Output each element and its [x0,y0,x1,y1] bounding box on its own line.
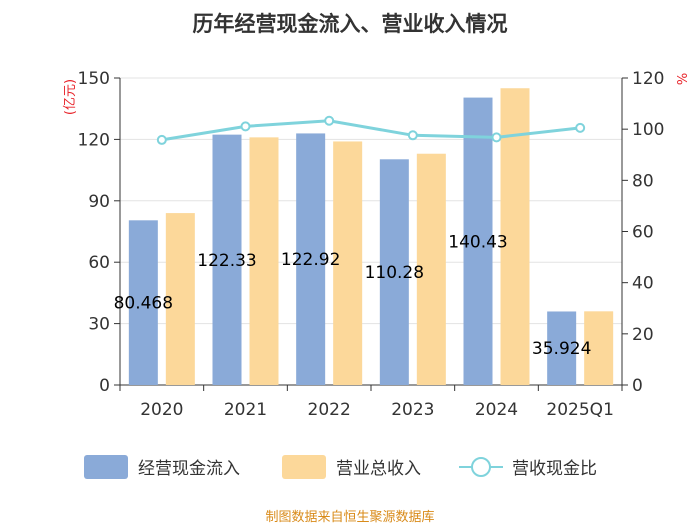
bar-cash-inflow [547,311,577,385]
axes: 0 30 60 90 120 150 0 20 40 60 80 100 120 2020 2021 2022… [78,69,665,420]
right-tick-label: 0 [632,376,643,396]
legend-label-cash-inflow: 经营现金流入 [138,459,240,479]
data-label-cash-inflow: 80.468 [114,294,173,314]
ratio-point [240,121,251,132]
legend-swatch-revenue [282,455,326,479]
right-tick-label: 100 [632,120,664,140]
x-tick-label: 2021 [224,400,267,420]
ratio-point [156,134,167,145]
right-tick-label: 120 [632,69,664,89]
chart-title: 历年经营现金流入、营业收入情况 [193,12,508,36]
bars [128,88,614,385]
ratio-line-path [161,119,581,142]
ratio-line [156,115,586,145]
bar-revenue [333,141,363,385]
data-label-cash-inflow: 122.33 [197,251,256,271]
right-axis-unit: % [676,73,691,85]
left-tick-label: 0 [99,376,110,396]
legend-label-ratio: 营收现金比 [512,459,597,479]
bar-cash-inflow [128,220,158,385]
left-tick-label: 90 [88,192,110,212]
bar-revenue [165,213,195,385]
left-tick-label: 150 [78,69,110,89]
left-tick-label: 60 [88,253,110,273]
legend-swatch-cash-inflow [84,455,128,479]
left-axis-unit: (亿元) [63,79,78,115]
source-note: 制图数据来自恒生聚源数据库 [265,509,434,525]
ratio-point [324,115,335,126]
bar-revenue [249,137,279,385]
ratio-point [491,132,502,143]
ratio-point [407,130,418,141]
data-label-cash-inflow: 35.924 [532,339,591,359]
right-tick-label: 20 [632,325,654,345]
x-tick-label: 2024 [475,400,518,420]
data-label-cash-inflow: 122.92 [281,250,340,270]
right-tick-label: 40 [632,274,654,294]
left-tick-label: 30 [88,315,110,335]
x-tick-label: 2023 [391,400,434,420]
data-labels: 80.468 122.33 122.92 110.28 140.43 35.924 [114,232,592,359]
data-label-cash-inflow: 140.43 [448,232,507,252]
bar-cash-inflow [212,134,242,385]
gridlines [120,77,622,325]
data-label-cash-inflow: 110.28 [365,263,424,283]
x-tick-label: 2025Q1 [546,400,613,420]
ratio-point [575,122,586,133]
left-tick-label: 120 [78,130,110,150]
legend: 经营现金流入 营业总收入 营收现金比 [84,455,597,479]
right-tick-label: 60 [632,223,654,243]
bar-cash-inflow [379,159,409,385]
bar-cash-inflow [463,97,493,385]
bar-cash-inflow [296,133,326,385]
x-tick-label: 2020 [140,400,183,420]
bar-revenue [584,311,614,385]
x-tick-label: 2022 [308,400,351,420]
legend-marker-ratio [471,457,491,477]
bar-revenue [416,153,446,385]
right-tick-label: 80 [632,171,654,191]
legend-label-revenue: 营业总收入 [336,459,421,479]
